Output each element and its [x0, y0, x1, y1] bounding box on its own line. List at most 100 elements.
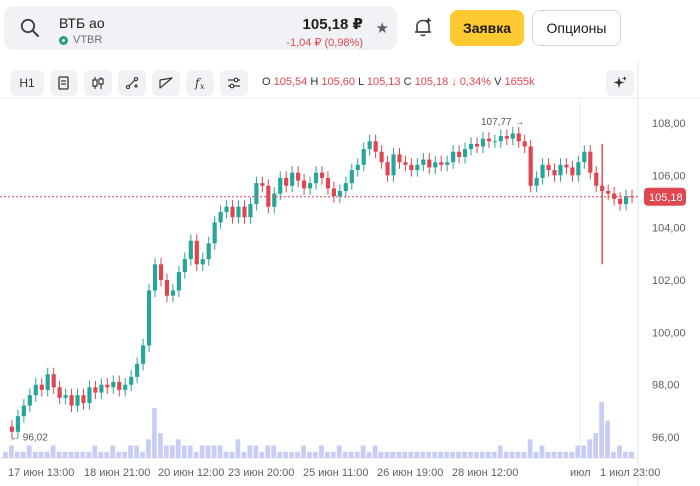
candle-body: [391, 154, 396, 176]
y-tick-label: 98,00: [652, 380, 680, 392]
volume-bar: [551, 451, 557, 458]
candle-body: [290, 172, 295, 186]
candle-body: [313, 172, 319, 184]
close-value: 105,18: [414, 76, 449, 88]
candle-body: [552, 170, 557, 176]
x-tick-label: 28 июн 12:00: [452, 467, 518, 479]
volume-bar: [617, 445, 622, 458]
candle-body: [474, 143, 480, 147]
candle-body: [367, 141, 372, 150]
max-price-label: 107,77 →: [481, 117, 524, 128]
trendline-icon[interactable]: [152, 70, 180, 96]
candle-body: [492, 141, 497, 143]
order-button[interactable]: Заявка: [450, 10, 524, 46]
sparkle-icon[interactable]: [606, 70, 634, 96]
candle-body: [260, 183, 265, 186]
volume-bar: [384, 451, 390, 458]
x-tick-label: 18 июн 21:00: [84, 467, 150, 479]
draw-icon[interactable]: [118, 70, 146, 96]
settings-icon[interactable]: [220, 70, 248, 96]
volume-bar: [497, 445, 503, 458]
candle-body: [33, 384, 38, 396]
volume-bar: [342, 451, 348, 458]
interval-button[interactable]: H1: [10, 70, 44, 96]
volume-bar: [8, 445, 14, 458]
candle-body: [87, 387, 92, 404]
candle-body: [379, 151, 384, 163]
volume-bar: [515, 451, 521, 458]
volume-bar: [32, 451, 38, 458]
star-icon[interactable]: ★: [375, 20, 389, 37]
volume-bar: [485, 451, 491, 458]
volume-bar: [587, 439, 593, 458]
ticker-symbol: VTBR: [73, 34, 103, 46]
y-tick-label: 104,00: [652, 223, 686, 235]
price-chart[interactable]: 108,00 106,00 104,00 102,00 100,00 98,00 96,00…: [0, 62, 700, 486]
y-tick-label: 96,00: [652, 432, 680, 444]
options-button[interactable]: Опционы: [532, 10, 621, 46]
volume-bar: [360, 445, 366, 458]
candle-body: [433, 162, 438, 168]
candle-body: [570, 167, 575, 176]
document-icon[interactable]: [50, 70, 78, 96]
volume-bar: [611, 451, 616, 458]
x-tick-label: 23 июн 20:00: [228, 467, 294, 479]
volume-prefix: V: [494, 76, 502, 88]
volume-bar: [354, 451, 360, 458]
volume-bar: [599, 402, 604, 458]
bell-add-icon[interactable]: [412, 16, 434, 38]
volume-bar: [366, 451, 372, 458]
volume-bar: [319, 445, 324, 458]
volume-bar: [152, 408, 157, 458]
volume-bar: [462, 451, 467, 458]
volume-bar: [336, 445, 342, 458]
volume-bar: [491, 451, 497, 458]
chart-panel[interactable]: 108,00 106,00 104,00 102,00 100,00 98,00 96,00…: [0, 62, 700, 486]
candle-body: [451, 151, 456, 163]
volume-bar: [50, 445, 56, 458]
ticker-price: 105,18 ₽: [302, 16, 363, 33]
volume-bar: [92, 445, 98, 458]
header-bar: ВТБ ао VTBR 105,18 ₽ -1,04 ₽ (0,98%) ★ З…: [0, 0, 700, 60]
candle-body: [242, 206, 247, 218]
volume-bar: [62, 451, 68, 458]
candle-body: [516, 133, 521, 142]
candle-body: [319, 172, 325, 178]
volume-bar: [175, 439, 181, 458]
volume-bar: [444, 451, 449, 458]
candle-body: [230, 206, 235, 218]
candle-body: [21, 405, 26, 417]
y-tick-label: 108,00: [652, 118, 686, 130]
current-price-tag: [644, 187, 686, 206]
candle-body: [75, 395, 80, 406]
candle-body: [564, 164, 569, 168]
volume-bar: [378, 451, 384, 458]
candle-body: [27, 395, 32, 406]
volume-bar: [575, 445, 581, 458]
candle-body: [582, 151, 587, 163]
candle-body: [528, 146, 533, 186]
candle-body: [218, 211, 223, 223]
ticker-selector[interactable]: ВТБ ао VTBR 105,18 ₽ -1,04 ₽ (0,98%) ★: [4, 6, 397, 50]
volume-bar: [116, 451, 122, 458]
candle-body: [457, 151, 462, 157]
x-tick-label: 17 июн 13:00: [8, 467, 74, 479]
candle-body: [445, 162, 450, 165]
candle-body: [349, 170, 354, 184]
volume-bar: [20, 451, 26, 458]
candle-body: [415, 164, 420, 171]
candles-icon[interactable]: [84, 70, 112, 96]
candle-body: [182, 259, 187, 273]
change-pct: ↓ 0,34%: [451, 76, 492, 88]
candle-body: [480, 138, 486, 147]
volume-bar: [569, 451, 575, 458]
current-price-label: 105,18: [649, 192, 683, 204]
candle-body: [224, 206, 229, 212]
candle-body: [9, 426, 15, 432]
candle-body: [129, 376, 134, 385]
volume-bar: [396, 451, 402, 458]
candle-body: [188, 240, 193, 260]
volume-bar: [301, 445, 306, 458]
volume-bar: [450, 451, 455, 458]
